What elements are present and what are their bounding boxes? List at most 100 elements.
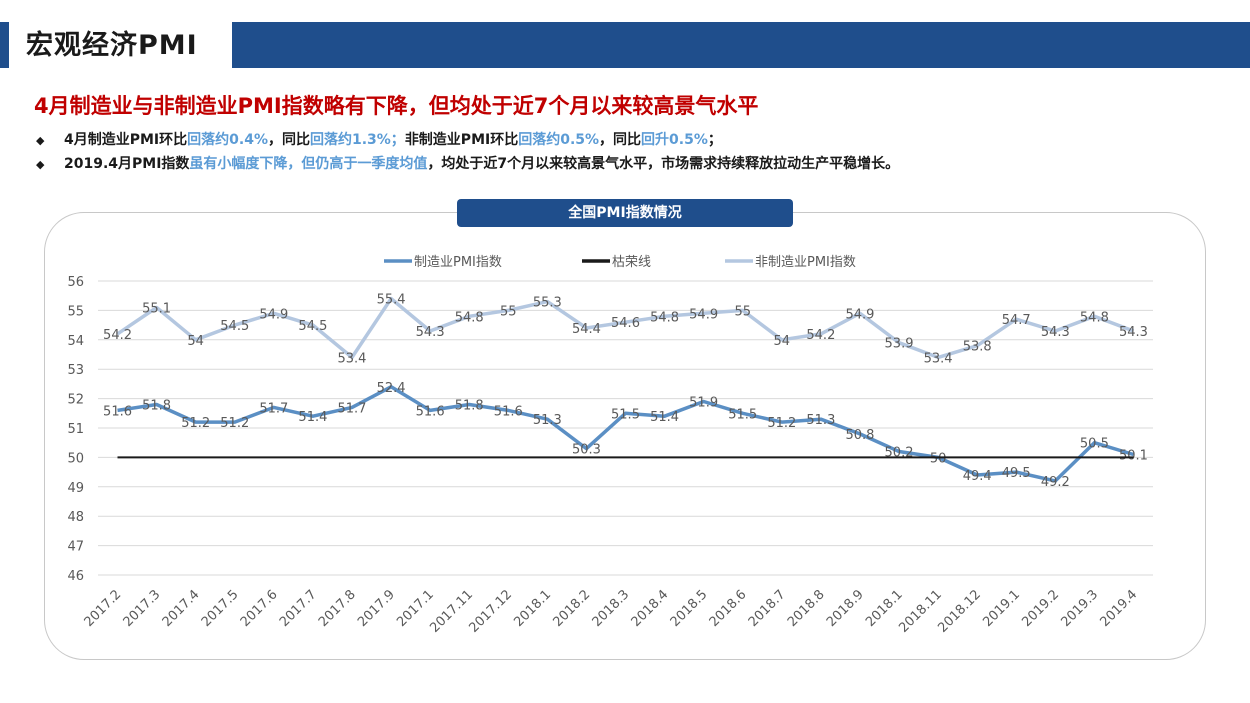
x-tick-label: 2017.5 [199, 587, 242, 630]
data-label: 51.6 [103, 404, 132, 419]
data-label: 53.9 [885, 337, 914, 352]
y-tick-label: 55 [67, 304, 84, 319]
data-label: 53.4 [924, 351, 953, 366]
x-tick-label: 2019.3 [1058, 587, 1101, 630]
data-label: 54.5 [298, 319, 327, 334]
bullet-text: 2019.4月PMI指数虽有小幅度下降，但仍高于一季度均值，均处于近7个月以来较… [64, 156, 899, 172]
data-label: 51.5 [611, 407, 640, 422]
y-tick-label: 56 [67, 275, 84, 290]
legend-label: 非制造业PMI指数 [755, 255, 856, 270]
data-label: 51.7 [338, 401, 367, 416]
x-tick-label: 2018.9 [824, 587, 867, 630]
data-label: 55.3 [533, 296, 562, 311]
data-label: 49.4 [963, 469, 992, 484]
data-label: 51.5 [728, 407, 757, 422]
data-label: 54.3 [416, 325, 445, 340]
x-tick-label: 2018.2 [550, 587, 593, 630]
x-tick-label: 2018.7 [746, 587, 789, 630]
data-label: 54.5 [220, 319, 249, 334]
y-tick-label: 47 [67, 540, 84, 555]
data-label: 55 [500, 304, 517, 319]
data-label: 51.8 [142, 398, 171, 413]
bullet-text: 4月制造业PMI环比回落约0.4%，同比回落约1.3%；非制造业PMI环比回落约… [64, 132, 722, 148]
x-tick-label: 2017.3 [121, 587, 164, 630]
x-tick-label: 2017.8 [316, 587, 359, 630]
data-label: 51.2 [767, 416, 796, 431]
y-tick-label: 53 [67, 363, 84, 378]
x-tick-label: 2017.2 [82, 587, 125, 630]
data-label: 50.1 [1119, 448, 1148, 463]
data-label: 55.1 [142, 301, 171, 316]
y-tick-label: 49 [67, 481, 84, 496]
data-label: 54.8 [1080, 310, 1109, 325]
data-label: 51.7 [259, 401, 288, 416]
data-label: 49.5 [1002, 466, 1031, 481]
data-label: 55.4 [377, 293, 406, 308]
bullet-item-1: ◆ 4月制造业PMI环比回落约0.4%，同比回落约1.3%；非制造业PMI环比回落… [36, 128, 899, 152]
x-tick-label: 2017.7 [277, 587, 320, 630]
x-tick-label: 2018.5 [668, 587, 711, 630]
y-tick-label: 46 [67, 569, 84, 584]
data-label: 51.6 [494, 404, 523, 419]
bullet-item-2: ◆ 2019.4月PMI指数虽有小幅度下降，但仍高于一季度均值，均处于近7个月以来… [36, 152, 899, 176]
data-label: 51.9 [689, 396, 718, 411]
data-label: 54.9 [259, 307, 288, 322]
y-tick-label: 52 [67, 393, 84, 408]
x-tick-label: 2019.1 [980, 587, 1023, 630]
headline: 4月制造业与非制造业PMI指数略有下降，但均处于近7个月以来较高景气水平 [34, 94, 759, 118]
data-label: 51.8 [455, 398, 484, 413]
x-tick-label: 2018.3 [590, 587, 633, 630]
series-line-1 [117, 385, 1135, 483]
bullet-text-part: 4月制造业PMI环比 [64, 132, 188, 148]
x-tick-label: 2018.1 [511, 587, 554, 630]
y-tick-label: 51 [67, 422, 84, 437]
x-tick-label: 2018.8 [785, 587, 828, 630]
bullet-text-part: 2019.4月PMI指数 [64, 156, 190, 172]
bullet-highlight: 回落约0.4% [187, 132, 268, 148]
data-label: 54.3 [1041, 325, 1070, 340]
data-label: 54 [774, 334, 791, 349]
data-label: 51.6 [416, 404, 445, 419]
x-tick-label: 2017.4 [160, 587, 203, 630]
data-label: 49.2 [1041, 475, 1070, 490]
x-tick-label: 2017.9 [355, 587, 398, 630]
bullet-highlight: 虽有小幅度下降，但仍高于一季度均值 [189, 156, 428, 172]
data-label: 54.8 [650, 310, 679, 325]
bullet-highlight: 回落约0.5% [518, 132, 600, 148]
data-label: 50.8 [845, 428, 874, 443]
data-label: 54.3 [1119, 325, 1148, 340]
legend-label: 枯荣线 [612, 255, 651, 270]
bullet-highlight: 回升0.5% [641, 132, 708, 148]
x-tick-label: 2018.6 [707, 587, 750, 630]
data-label: 53.8 [963, 340, 992, 355]
series-line-3 [116, 296, 1135, 360]
x-tick-label: 2017.12 [466, 587, 515, 636]
y-tick-label: 48 [67, 510, 84, 525]
x-tick-label: 2018.4 [629, 587, 672, 630]
data-label: 51.4 [298, 410, 327, 425]
bullet-text-part: ，均处于近7个月以来较高景气水平，市场需求持续释放拉动生产平稳增长。 [427, 156, 900, 172]
data-label: 50.3 [572, 443, 601, 458]
data-label: 54.4 [572, 322, 601, 337]
bullet-text-part: ，同比 [267, 132, 310, 148]
legend-label: 制造业PMI指数 [414, 255, 502, 270]
diamond-bullet-icon: ◆ [36, 158, 45, 171]
x-tick-label: 2017.6 [238, 587, 281, 630]
data-label: 53.4 [338, 351, 367, 366]
data-label: 50 [930, 451, 947, 466]
diamond-bullet-icon: ◆ [36, 134, 45, 147]
header-accent-bar [0, 22, 9, 68]
data-label: 54.9 [845, 307, 874, 322]
data-label: 51.4 [650, 410, 679, 425]
data-label: 54.6 [611, 316, 640, 331]
data-label: 50.5 [1080, 437, 1109, 452]
data-label: 54.2 [806, 328, 835, 343]
chart-title: 全国PMI指数情况 [457, 199, 793, 227]
data-label: 54 [187, 334, 204, 349]
y-tick-label: 54 [67, 334, 84, 349]
x-tick-label: 2019.4 [1098, 587, 1141, 630]
data-label: 54.8 [455, 310, 484, 325]
header-band [232, 22, 1250, 68]
bullet-text-part: ，同比 [599, 132, 642, 148]
